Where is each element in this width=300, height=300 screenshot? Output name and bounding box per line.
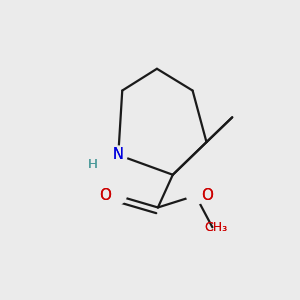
Text: N: N	[113, 148, 124, 163]
Text: CH₃: CH₃	[204, 221, 227, 234]
Text: H: H	[88, 158, 98, 171]
Text: O: O	[202, 188, 214, 203]
Text: H: H	[88, 158, 98, 171]
Text: O: O	[202, 188, 214, 203]
Circle shape	[108, 187, 126, 205]
Circle shape	[110, 146, 127, 164]
Text: N: N	[113, 148, 124, 163]
Text: CH₃: CH₃	[204, 221, 227, 234]
Circle shape	[187, 187, 205, 205]
Text: O: O	[99, 188, 111, 203]
Text: O: O	[99, 188, 111, 203]
